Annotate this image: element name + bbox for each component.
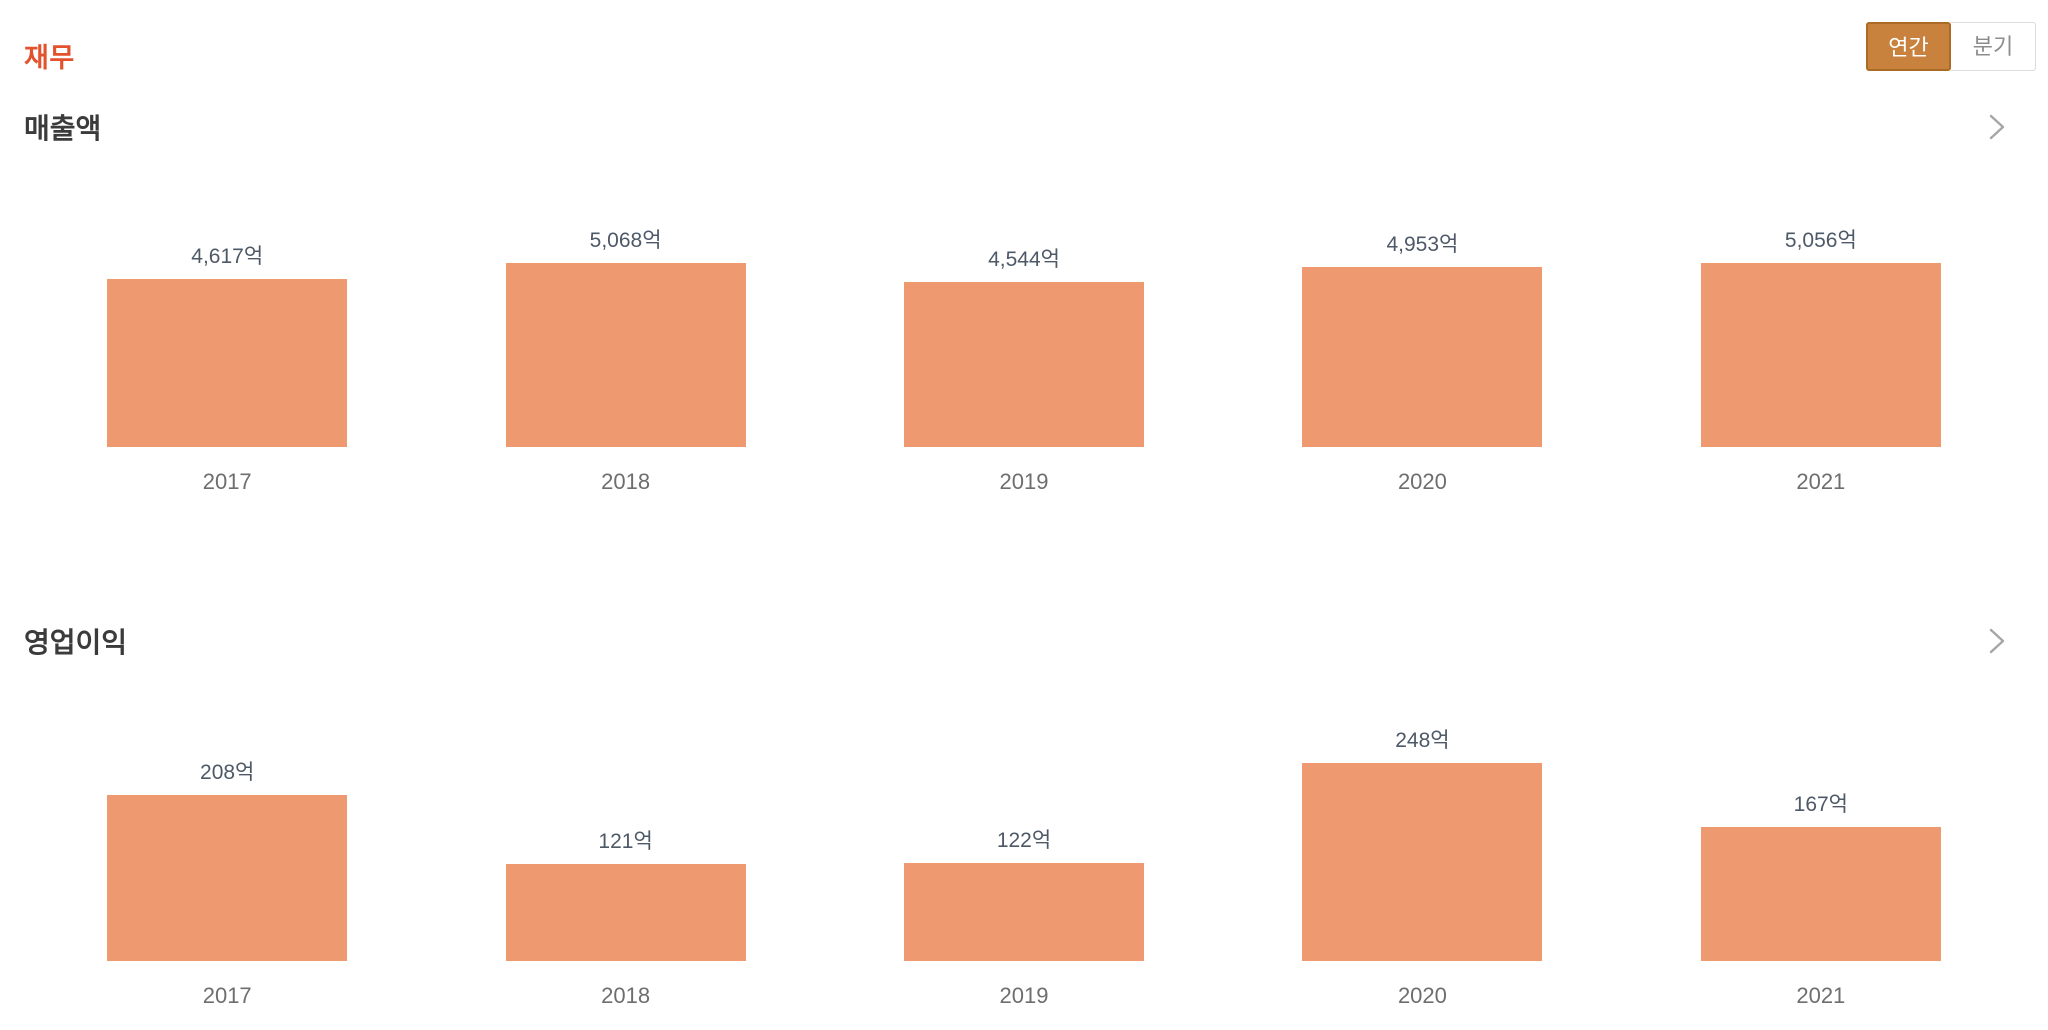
x-axis-year-label: 2019 xyxy=(999,983,1049,1008)
bar-value-label: 4,953억 xyxy=(1386,233,1459,256)
x-axis-year-label: 2019 xyxy=(999,469,1049,494)
bar-value-label: 5,056억 xyxy=(1784,229,1857,252)
bar-value-label: 122억 xyxy=(996,829,1052,852)
bar-plot-area: 208억 xyxy=(28,661,426,961)
x-axis-year-label: 2018 xyxy=(601,983,651,1008)
finance-header: 재무 연간 분기 xyxy=(0,0,2048,75)
section-header-revenue: 매출액 xyxy=(0,107,2048,147)
x-axis-year-label: 2020 xyxy=(1397,469,1447,494)
bar-column: 167억 2021 xyxy=(1622,661,2020,1009)
bar-plot-area: 167억 xyxy=(1622,661,2020,961)
chevron-right-icon[interactable] xyxy=(1982,110,2012,144)
bar xyxy=(1302,763,1543,961)
bar-plot-area: 4,617억 xyxy=(28,147,426,447)
bar-column: 121억 2018 xyxy=(426,661,824,1009)
toggle-annual-button[interactable]: 연간 xyxy=(1866,22,1951,71)
bar xyxy=(1700,263,1941,447)
operating-profit-bar-chart: 208억 2017 121억 2018 122억 2019 248억 2020 167억 2021 xyxy=(0,661,2048,1009)
section-header-operating-profit: 영업이익 xyxy=(0,621,2048,661)
revenue-bar-chart: 4,617억 2017 5,068억 2018 4,544억 2019 4,953억 2020… xyxy=(0,147,2048,495)
toggle-quarterly-button[interactable]: 분기 xyxy=(1951,22,2036,71)
section-title-revenue: 매출액 xyxy=(24,113,102,144)
x-axis-year-label: 2020 xyxy=(1397,983,1447,1008)
bar-column: 122억 2019 xyxy=(825,661,1223,1009)
bar-value-label: 208억 xyxy=(200,761,255,784)
bar xyxy=(505,263,746,447)
bar-column: 208억 2017 xyxy=(28,661,426,1009)
section-title-operating-profit: 영업이익 xyxy=(24,627,128,658)
x-axis-year-label: 2017 xyxy=(202,469,252,494)
x-axis-year-label: 2021 xyxy=(1796,983,1846,1008)
page-title: 재무 xyxy=(24,43,75,73)
bar-value-label: 4,544억 xyxy=(988,248,1060,271)
bar xyxy=(505,864,746,961)
x-axis-year-label: 2018 xyxy=(601,469,651,494)
bar-plot-area: 5,068억 xyxy=(426,147,824,447)
chevron-right-icon xyxy=(1989,628,2005,654)
bar-value-label: 5,068억 xyxy=(589,229,662,252)
bar-plot-area: 5,056억 xyxy=(1622,147,2020,447)
bar-column: 5,068억 2018 xyxy=(426,147,824,495)
x-axis-year-label: 2017 xyxy=(202,983,252,1008)
bar-column: 248억 2020 xyxy=(1223,661,1621,1009)
bar-value-label: 248억 xyxy=(1395,729,1450,752)
bar-column: 4,544억 2019 xyxy=(825,147,1223,495)
x-axis-year-label: 2021 xyxy=(1796,469,1846,494)
chevron-right-icon[interactable] xyxy=(1982,624,2012,658)
bar xyxy=(107,279,348,447)
bar-plot-area: 4,953억 xyxy=(1223,147,1621,447)
bar xyxy=(107,795,348,961)
chevron-right-icon xyxy=(1989,114,2005,140)
bar-value-label: 121억 xyxy=(598,830,653,853)
bar-plot-area: 4,544억 xyxy=(825,147,1223,447)
period-toggle: 연간 분기 xyxy=(1866,22,2036,71)
bar-value-label: 167억 xyxy=(1793,793,1848,816)
bar xyxy=(904,282,1145,447)
bar-plot-area: 122억 xyxy=(825,661,1223,961)
bar-value-label: 4,617억 xyxy=(191,245,264,268)
bar-column: 5,056억 2021 xyxy=(1622,147,2020,495)
bar-column: 4,953억 2020 xyxy=(1223,147,1621,495)
bar-plot-area: 248억 xyxy=(1223,661,1621,961)
bar-plot-area: 121억 xyxy=(426,661,824,961)
bar-column: 4,617억 2017 xyxy=(28,147,426,495)
bar xyxy=(1302,267,1543,447)
bar xyxy=(1700,827,1941,961)
bar xyxy=(904,863,1145,961)
